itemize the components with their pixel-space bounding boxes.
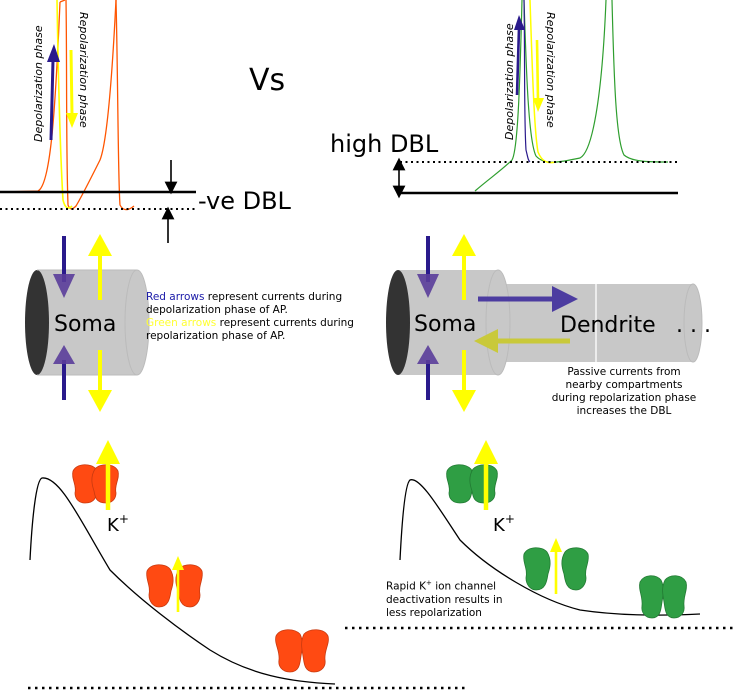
dendrite-continuation-dots: . . .: [676, 313, 711, 338]
left-repol-arrow: [66, 49, 78, 128]
legend-green-text: represent currents during repolarization…: [146, 317, 354, 342]
rapid-deactivation-note: Rapid K+ ion channel deactivation result…: [386, 579, 503, 619]
right-depol-arrow: [514, 15, 525, 96]
right-k-arrow-1: [474, 440, 498, 510]
right-k-channel-1: [446, 464, 498, 504]
left-repol-label: Repolarization phase: [77, 12, 90, 128]
left-k-channel-1: [72, 464, 119, 504]
passive-currents-note: Passive currents from nearby compartment…: [551, 366, 697, 417]
right-soma-cylinder: [386, 269, 511, 376]
left-depol-label: Depolarization phase: [32, 25, 45, 142]
right-repol-arrow: [533, 39, 544, 112]
arrow-legend: Red arrows represent currents during dep…: [146, 291, 376, 343]
right-repol-label: Repolarization phase: [544, 12, 557, 128]
legend-red-title: Red arrows: [146, 291, 205, 303]
left-ap-traces: [0, 0, 196, 243]
left-soma-label: Soma: [54, 312, 116, 337]
legend-red-text: represent currents during depolarization…: [146, 291, 343, 316]
right-repol-curve: [345, 479, 733, 630]
vs-label: Vs: [249, 63, 285, 98]
left-depol-arrow: [47, 44, 60, 141]
right-k-arrow-2: [550, 538, 562, 594]
right-k-label: K+: [493, 512, 515, 536]
dendrite-label: Dendrite: [560, 313, 656, 338]
left-soma-cylinder: [25, 269, 150, 376]
legend-green-title: Green arrows: [146, 317, 217, 329]
left-k-label: K+: [107, 512, 129, 536]
left-k-channel-3: [275, 629, 329, 673]
left-current-arrows: [53, 234, 112, 412]
right-ap-traces: [392, 0, 678, 199]
left-k-arrow-2: [172, 556, 184, 612]
left-repol-curve: [28, 477, 465, 690]
right-soma-label: Soma: [414, 312, 476, 337]
left-k-channel-2: [146, 564, 203, 608]
right-dbl-label: high DBL: [330, 130, 439, 158]
right-current-arrows: [417, 234, 578, 412]
right-k-channel-2: [523, 547, 589, 591]
left-k-arrow-1: [96, 440, 120, 510]
right-depol-label: Depolarization phase: [503, 23, 516, 140]
left-dbl-label: -ve DBL: [198, 187, 292, 215]
right-k-channel-3: [639, 575, 687, 619]
